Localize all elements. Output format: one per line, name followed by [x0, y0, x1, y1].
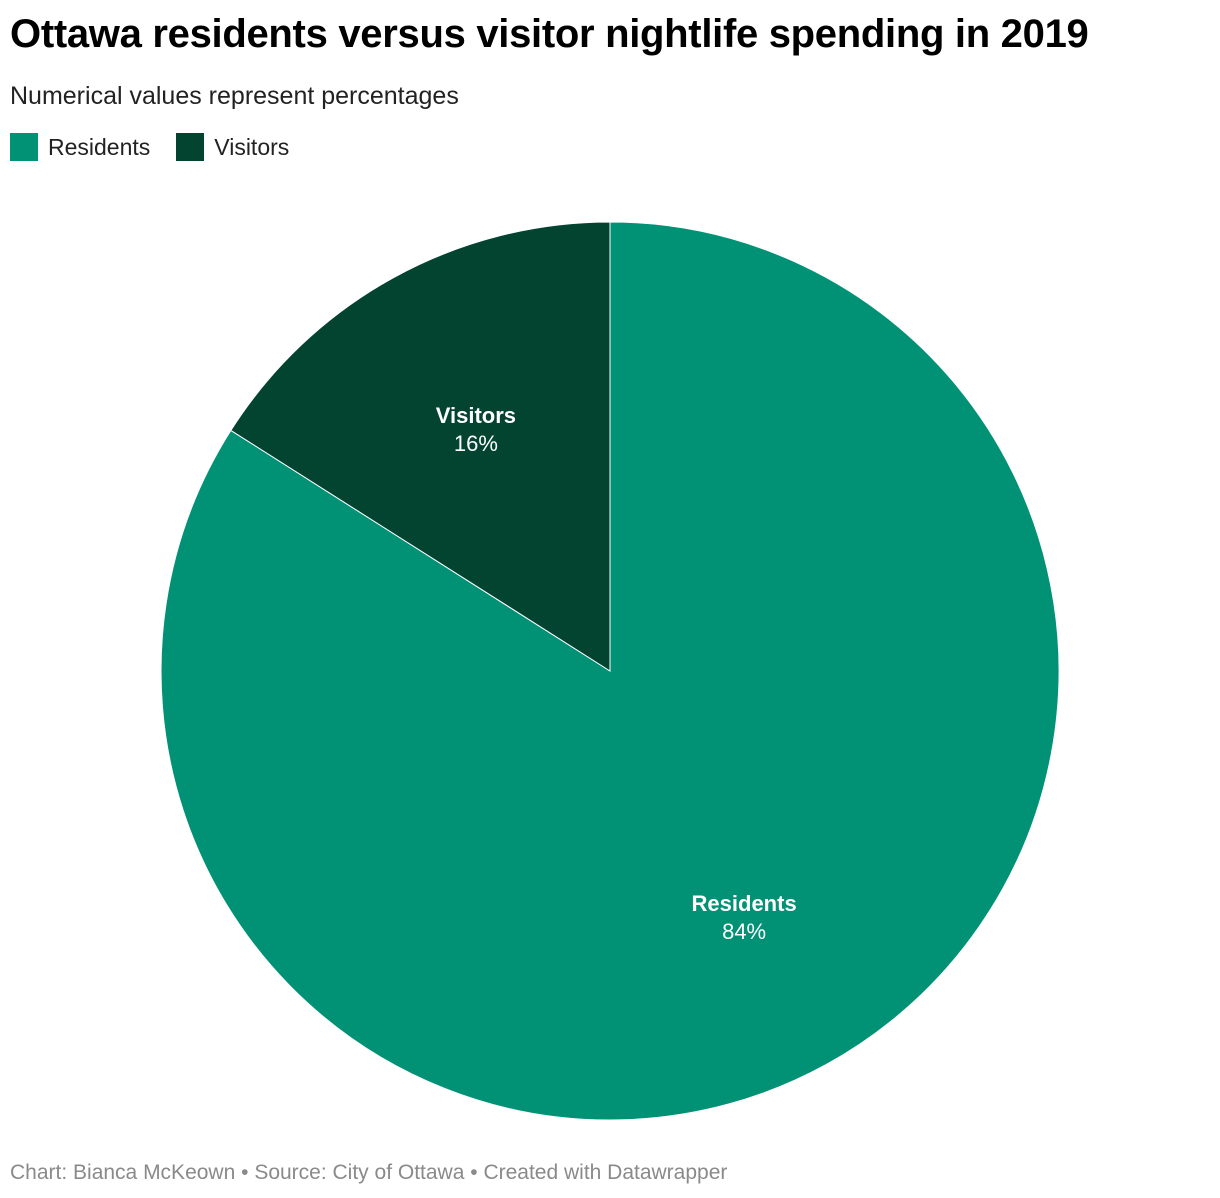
legend: Residents Visitors — [10, 133, 315, 161]
slice-value-visitors: 16% — [454, 431, 498, 456]
slice-label-visitors: Visitors — [436, 403, 516, 428]
pie-slice-visitors — [230, 221, 611, 672]
legend-label-residents: Residents — [48, 133, 151, 160]
chart-title: Ottawa residents versus visitor nightlif… — [10, 12, 1089, 56]
footer-separator: • — [464, 1161, 484, 1184]
legend-label-visitors: Visitors — [214, 133, 290, 160]
chart-subtitle: Numerical values represent percentages — [10, 82, 459, 110]
footer-credit: Chart: Bianca McKeown — [10, 1161, 236, 1184]
chart-footer: Chart: Bianca McKeown • Source: City of … — [10, 1161, 727, 1185]
legend-item-visitors: Visitors — [176, 133, 289, 161]
footer-made-with: Created with Datawrapper — [483, 1161, 728, 1184]
slice-value-residents: 84% — [722, 919, 766, 944]
footer-source: Source: City of Ottawa — [254, 1161, 465, 1184]
pie-labels: Residents 84% Visitors 16% — [436, 403, 797, 944]
legend-item-residents: Residents — [10, 133, 150, 161]
slice-label-residents: Residents — [692, 891, 797, 916]
pie-slices — [160, 221, 1060, 1121]
footer-separator: • — [235, 1161, 255, 1184]
legend-swatch-residents — [10, 133, 38, 161]
legend-swatch-visitors — [176, 133, 205, 161]
